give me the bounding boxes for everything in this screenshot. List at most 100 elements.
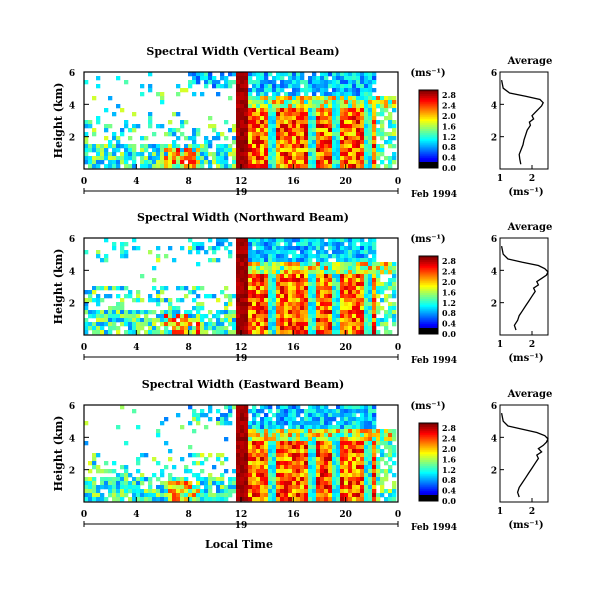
heatmap-cell: [216, 314, 221, 319]
heatmap-cell: [336, 286, 341, 291]
heatmap-cell: [380, 112, 385, 117]
heatmap-cell: [252, 318, 257, 323]
heatmap-cell: [328, 409, 333, 414]
heatmap-cell: [124, 477, 129, 482]
heatmap-cell: [352, 278, 357, 283]
heatmap-cell: [304, 246, 309, 251]
heatmap-cell: [352, 246, 357, 251]
heatmap-cell: [276, 449, 281, 454]
x-tick-label: 12: [235, 510, 248, 520]
heatmap-cell: [216, 421, 221, 426]
heatmap-cell: [228, 489, 233, 494]
heatmap-cell: [260, 258, 265, 263]
heatmap-cell: [256, 413, 261, 418]
heatmap-cell: [244, 242, 249, 247]
profile-title: Average: [507, 389, 553, 400]
heatmap-cell: [336, 469, 341, 474]
heatmap-cell: [360, 298, 365, 303]
heatmap-cell: [284, 457, 289, 462]
heatmap-cell: [204, 485, 209, 490]
heatmap-cell: [340, 84, 345, 89]
heatmap-cell: [280, 409, 285, 414]
heatmap-cell: [300, 322, 305, 327]
heatmap-cell: [252, 148, 257, 153]
heatmap-cell: [364, 278, 369, 283]
heatmap-cell: [116, 318, 121, 323]
heatmap-cell: [248, 254, 253, 259]
heatmap-cell: [144, 322, 149, 327]
heatmap-cell: [340, 258, 345, 263]
heatmap-cell: [88, 148, 93, 153]
heatmap-cell: [320, 405, 325, 410]
heatmap-cell: [128, 330, 133, 335]
heatmap-cell: [320, 278, 325, 283]
heatmap-cell: [340, 144, 345, 149]
heatmap-cell: [292, 294, 297, 299]
heatmap-cell: [100, 477, 105, 482]
heatmap-cell: [280, 112, 285, 117]
heatmap-cell: [204, 72, 209, 77]
heatmap-cell: [352, 238, 357, 243]
heatmap-cell: [288, 326, 293, 331]
heatmap-cell: [288, 405, 293, 410]
heatmap-cell: [288, 148, 293, 153]
heatmap-cell: [324, 136, 329, 141]
colorbar-segment: [419, 495, 438, 501]
heatmap-cell: [264, 246, 269, 251]
heatmap-cell: [304, 282, 309, 287]
heatmap-cell: [304, 457, 309, 462]
colorbar-segment: [419, 477, 438, 480]
heatmap-cell: [272, 152, 277, 157]
heatmap-cell: [348, 108, 353, 113]
heatmap-cell: [348, 290, 353, 295]
heatmap-cell: [332, 274, 337, 279]
heatmap-cell: [284, 108, 289, 113]
heatmap-cell: [312, 302, 317, 307]
heatmap-cell: [244, 148, 249, 153]
heatmap-cell: [152, 144, 157, 149]
heatmap-cell: [196, 497, 201, 502]
heatmap-cell: [128, 310, 133, 315]
heatmap-cell: [360, 132, 365, 137]
heatmap-cell: [372, 148, 377, 153]
heatmap-cell: [252, 294, 257, 299]
heatmap-cell: [380, 290, 385, 295]
heatmap-cell: [288, 156, 293, 161]
heatmap-cell: [320, 497, 325, 502]
heatmap-cell: [320, 246, 325, 251]
heatmap-cell: [276, 318, 281, 323]
heatmap-cell: [248, 112, 253, 117]
colorbar-tick-label: 0.8: [442, 142, 456, 152]
colorbar-segment: [419, 105, 438, 108]
heatmap-cell: [276, 302, 281, 307]
heatmap-cell: [292, 477, 297, 482]
heatmap-cell: [336, 72, 341, 77]
heatmap-cell: [256, 258, 261, 263]
heatmap-cell: [248, 461, 253, 466]
heatmap-cell: [296, 330, 301, 335]
heatmap-cell: [176, 92, 181, 97]
heatmap-cell: [288, 485, 293, 490]
heatmap-cell: [380, 306, 385, 311]
heatmap-cell: [108, 318, 113, 323]
heatmap-cell: [248, 481, 253, 486]
heatmap-cell: [368, 116, 373, 121]
heatmap-cell: [252, 278, 257, 283]
heatmap-cell: [344, 481, 349, 486]
heatmap-cell: [308, 112, 313, 117]
heatmap-cell: [260, 409, 265, 414]
heatmap-cell: [356, 318, 361, 323]
heatmap-cell: [168, 477, 173, 482]
heatmap-cell: [220, 461, 225, 466]
heatmap-cell: [88, 310, 93, 315]
heatmap-cell: [268, 310, 273, 315]
heatmap-cell: [288, 108, 293, 113]
heatmap-cell: [392, 160, 397, 165]
heatmap-cell: [320, 294, 325, 299]
heatmap-cell: [216, 457, 221, 462]
heatmap-cell: [184, 481, 189, 486]
heatmap-cell: [228, 310, 233, 315]
heatmap-cell: [268, 164, 273, 169]
heatmap-cell: [384, 104, 389, 109]
heatmap-cell: [372, 469, 377, 474]
